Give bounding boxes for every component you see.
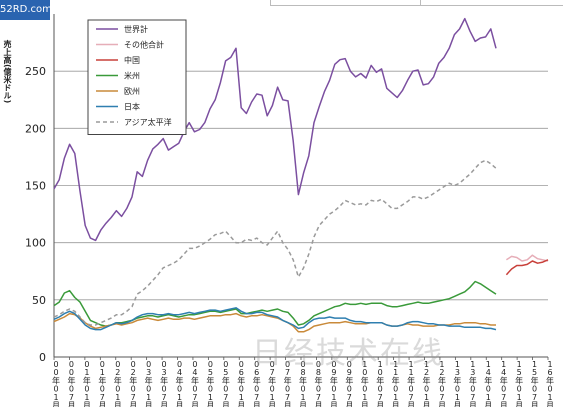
series-line [505,259,549,276]
series-line [53,17,497,242]
series-line [53,307,497,331]
series-line [53,159,497,326]
legend-label: 世界計 [124,24,148,34]
y-tick-label: 0 [39,351,46,364]
y-tick-label: 200 [25,122,46,135]
y-axis-label: 売上高(億米ドル) [3,40,12,104]
series-line [53,280,497,327]
legend-label: 米州 [124,71,140,81]
legend-label: アジア太平洋 [124,117,172,127]
site-logo: 52RD.com [0,0,52,20]
y-axis-label-box: 売上高(億米ドル) [2,40,14,140]
legend-label: その他合計 [124,40,164,50]
y-tick-label: 150 [25,180,46,193]
watermark: 日经技术在线 [252,336,444,371]
series-line [505,254,549,262]
legend-label: 中国 [124,55,140,65]
legend-label: 欧州 [124,86,140,96]
legend-box [87,19,187,135]
series-line [53,312,496,333]
legend-label: 日本 [124,102,140,112]
header-divider [270,0,563,6]
y-tick-label: 250 [25,65,46,78]
y-tick-label: 100 [25,237,46,250]
y-tick-label: 50 [32,294,46,307]
